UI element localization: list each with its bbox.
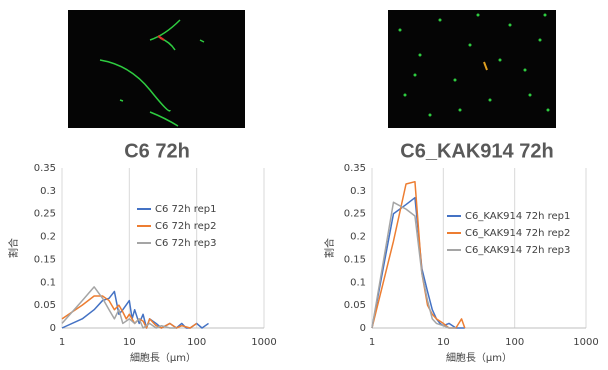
- series-line: [372, 198, 465, 328]
- y-tick-label: 0.05: [34, 300, 56, 311]
- y-tick-label: 0: [360, 323, 366, 334]
- micrograph-left: [68, 10, 245, 128]
- y-tick-label: 0.1: [350, 277, 366, 288]
- chart-title: C6_KAK914 72h: [400, 140, 553, 162]
- legend-label: C6 72h rep3: [155, 238, 217, 249]
- y-tick-label: 0.05: [344, 300, 366, 311]
- y-tick-label: 0.25: [344, 209, 366, 220]
- x-axis-title: 細胞長（μm）: [446, 351, 512, 364]
- micrograph-right: [388, 10, 556, 128]
- x-tick-label: 1: [59, 337, 65, 348]
- legend-label: C6_KAK914 72h rep1: [465, 211, 570, 222]
- y-axis-title: 割合: [7, 238, 20, 258]
- figure: C6 72h00.050.10.150.20.250.30.3511010010…: [0, 0, 608, 370]
- x-tick-label: 1: [369, 337, 375, 348]
- y-tick-label: 0: [50, 323, 56, 334]
- y-tick-label: 0.3: [40, 186, 56, 197]
- legend-label: C6_KAK914 72h rep2: [465, 228, 570, 239]
- x-tick-label: 1000: [251, 337, 276, 348]
- y-tick-label: 0.1: [40, 277, 56, 288]
- x-tick-label: 1000: [573, 337, 598, 348]
- x-tick-label: 10: [437, 337, 450, 348]
- x-tick-label: 100: [505, 337, 524, 348]
- y-tick-label: 0.15: [344, 254, 366, 265]
- legend-label: C6_KAK914 72h rep3: [465, 245, 570, 256]
- y-tick-label: 0.25: [34, 209, 56, 220]
- y-tick-label: 0.2: [350, 232, 366, 243]
- y-tick-label: 0.2: [40, 232, 56, 243]
- x-tick-label: 100: [187, 337, 206, 348]
- x-tick-label: 10: [123, 337, 136, 348]
- y-tick-label: 0.3: [350, 186, 366, 197]
- x-axis-title: 細胞長（μm）: [130, 351, 196, 364]
- legend-label: C6 72h rep1: [155, 204, 217, 215]
- chart-title: C6 72h: [124, 140, 190, 162]
- legend-label: C6 72h rep2: [155, 221, 217, 232]
- y-tick-label: 0.35: [344, 163, 366, 174]
- y-tick-label: 0.15: [34, 254, 56, 265]
- y-tick-label: 0.35: [34, 163, 56, 174]
- y-axis-title: 割合: [323, 238, 336, 258]
